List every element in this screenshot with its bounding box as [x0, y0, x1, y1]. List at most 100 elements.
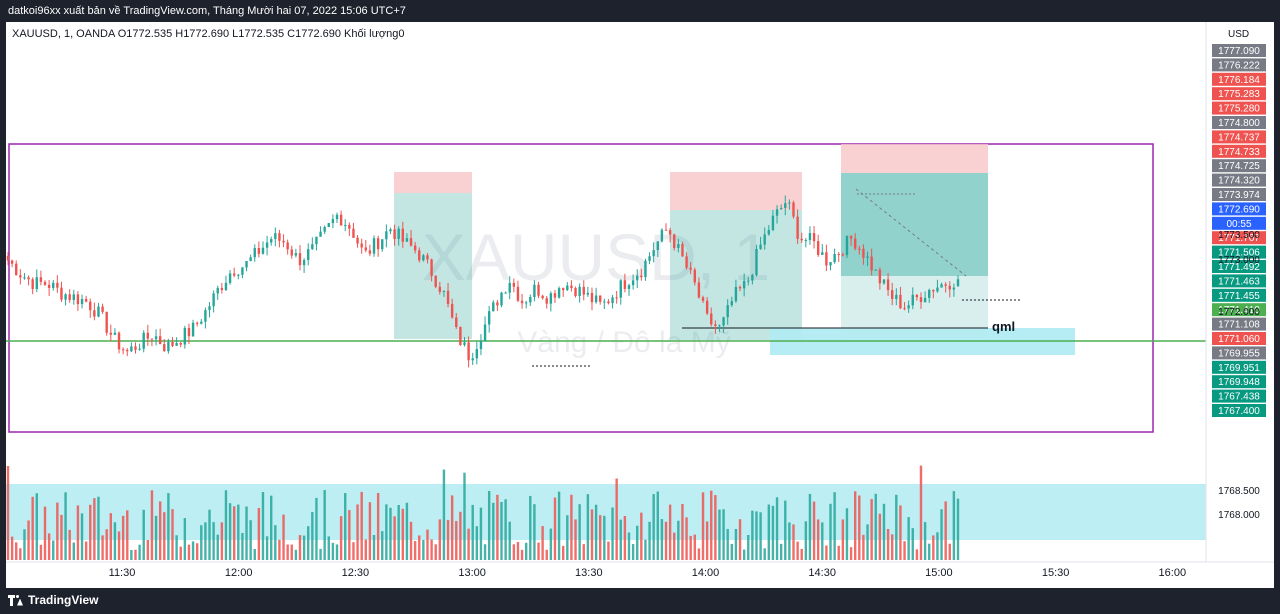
time-tick-label: 16:00 [1159, 567, 1187, 579]
volume-bar [685, 517, 688, 560]
volume-bar [344, 493, 347, 560]
volume-bar [524, 542, 528, 560]
candle-body [640, 275, 643, 278]
volume-bar [405, 502, 409, 560]
svg-text:1774.737: 1774.737 [1218, 132, 1260, 143]
candle-body [940, 284, 943, 288]
volume-bar [434, 544, 437, 560]
position-2-target[interactable] [670, 210, 802, 340]
candle-body [163, 344, 166, 352]
candle-body [812, 233, 816, 242]
candle-body [623, 280, 627, 289]
volume-bar [60, 514, 63, 560]
position-1-target[interactable] [394, 193, 472, 339]
volume-bar [101, 535, 104, 560]
candle-body [919, 297, 923, 303]
candle-body [816, 241, 820, 255]
volume-bar [364, 539, 367, 560]
candle-body [615, 297, 618, 299]
volume-bar [681, 503, 684, 560]
volume-bar [710, 490, 713, 560]
volume-bar [566, 515, 569, 560]
position-3-target[interactable] [841, 173, 988, 276]
price-label: 1767.438 [1212, 389, 1266, 403]
volume-bar [315, 497, 318, 560]
candle-body [529, 297, 532, 303]
price-tick-label: 1773.000 [1218, 255, 1260, 266]
candle-body [487, 311, 491, 325]
candle-body [430, 259, 433, 276]
candle-body [257, 247, 261, 254]
candle-body [956, 279, 960, 287]
volume-bar [759, 512, 762, 560]
candle-body [890, 290, 894, 300]
candle-body [134, 346, 137, 350]
volume-bar [10, 536, 14, 560]
volume-bar [89, 504, 92, 560]
volume-bar [496, 494, 499, 560]
volume-bar [557, 491, 561, 560]
volume-bar [611, 507, 614, 560]
price-label: 1775.283 [1212, 87, 1266, 101]
volume-bar [475, 526, 479, 560]
svg-text:1771.410: 1771.410 [1218, 305, 1260, 316]
candle-body [627, 285, 631, 289]
tradingview-logo[interactable]: TradingView [8, 593, 98, 607]
svg-text:1767.438: 1767.438 [1218, 392, 1260, 403]
volume-bar [767, 504, 771, 560]
volume-bar [253, 548, 256, 560]
candle-body [841, 254, 845, 256]
candle-body [821, 252, 824, 255]
volume-bar [200, 525, 203, 560]
candle-body [636, 275, 639, 281]
candle-body [212, 293, 215, 307]
candle-body [899, 294, 902, 309]
candle-body [302, 260, 306, 266]
volume-bar [870, 499, 873, 560]
volume-bar [652, 494, 655, 560]
volume-bar [372, 535, 376, 560]
publisher-text: datkoi96xx xuất bản về TradingView.com, … [8, 5, 406, 17]
volume-bar [146, 539, 150, 560]
range-box[interactable] [8, 143, 1154, 433]
candle-body [204, 310, 207, 322]
position-1-stop[interactable] [394, 172, 472, 193]
candle-body [413, 245, 417, 251]
volume-bar [574, 519, 577, 560]
candle-body [245, 261, 248, 268]
position-3-stop[interactable] [841, 144, 988, 173]
candle-body [327, 223, 330, 227]
candle-body [800, 238, 803, 241]
candle-body [738, 286, 742, 289]
candle-body [27, 277, 30, 280]
volume-bar [923, 522, 927, 560]
candle-body [23, 277, 26, 279]
price-tick-label: 1768.500 [1218, 486, 1260, 497]
volume-bar [747, 535, 750, 560]
volume-bar [553, 497, 557, 560]
volume-bar [545, 549, 548, 560]
volume-bar [541, 526, 544, 560]
volume-bar [911, 528, 914, 560]
candle-body [467, 342, 470, 361]
position-2-stop[interactable] [670, 172, 802, 210]
candle-body [792, 202, 795, 217]
price-label: 1769.951 [1212, 360, 1266, 374]
volume-bar [216, 534, 219, 560]
volume-bar [175, 535, 178, 560]
volume-bar [105, 529, 108, 560]
price-label: 1771.410 [1212, 303, 1266, 317]
volume-bar [212, 522, 215, 560]
volume-bar [845, 508, 849, 560]
volume-bar [446, 519, 450, 560]
volume-bar [220, 522, 224, 560]
candle-body [208, 306, 211, 311]
price-label: 1771.060 [1212, 332, 1266, 345]
time-tick-label: 13:30 [575, 567, 603, 579]
volume-bar [899, 505, 902, 560]
price-tick-label: 1772.000 [1218, 307, 1260, 318]
volume-bar [459, 511, 462, 560]
candle-body [158, 336, 162, 345]
candlestick-chart[interactable]: XAUUSD, 1 Vàng / Đô la Mỹ qml USD [6, 22, 1274, 588]
candle-body [117, 332, 121, 350]
